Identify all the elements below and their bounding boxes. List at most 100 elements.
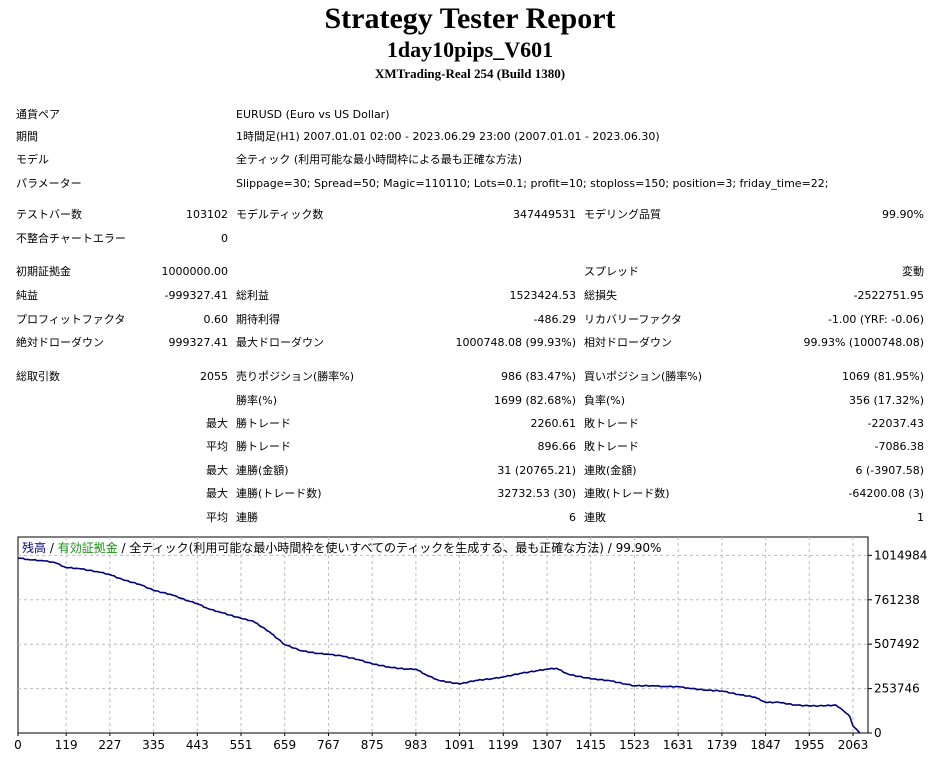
avg-consec-win-value: 6 — [569, 511, 576, 524]
balance-series-line — [17, 557, 861, 734]
short-value: 986 (83.47%) — [500, 370, 576, 383]
largest-prefix: 最大 — [206, 417, 228, 430]
gross-loss-value: -2522751.95 — [853, 289, 924, 302]
model-label: モデル — [16, 153, 49, 166]
rel-dd-label: 相対ドローダウン — [584, 336, 672, 349]
total-trades-value: 2055 — [200, 370, 228, 383]
legend-quality: 99.90% — [616, 541, 662, 555]
x-tick-label: 119 — [55, 738, 78, 752]
max-dd-label: 最大ドローダウン — [236, 336, 324, 349]
balance-chart: 0 253746 507492 761238 1014984 0 119 227 335 443… — [0, 535, 940, 761]
plot-area — [17, 536, 869, 734]
deposit-label: 初期証拠金 — [16, 265, 71, 278]
x-tick-label: 1307 — [532, 738, 563, 752]
consec-win-amt-label: 連勝(金額) — [236, 464, 289, 477]
x-tick-label: 1415 — [575, 738, 606, 752]
deposit-value: 1000000.00 — [161, 265, 228, 278]
x-axis-ticks: 0 119 227 335 443 551 659 767 875 983 1091 1199 1307… — [14, 733, 868, 752]
pair-label: 通貨ペア — [16, 108, 60, 121]
x-tick-label: 0 — [14, 738, 22, 752]
consec-loss-cnt-label: 連敗(トレード数) — [584, 487, 670, 500]
spread-label: スプレッド — [584, 265, 639, 278]
period-value: 1時間足(H1) 2007.01.01 02:00 - 2023.06.29 2… — [236, 130, 660, 143]
x-tick-label: 1847 — [750, 738, 781, 752]
x-tick-label: 2063 — [838, 738, 869, 752]
long-value: 1069 (81.95%) — [841, 370, 924, 383]
largest-loss-label: 敗トレード — [584, 417, 639, 430]
loss-label: 負率(%) — [584, 394, 626, 407]
legend-method: 全ティック(利用可能な最小時間枠を使いすべてのティックを生成する、最も正確な方法… — [129, 540, 604, 555]
legend-sep-2: / — [118, 541, 130, 555]
x-tick-label: 335 — [142, 738, 165, 752]
y-tick-label: 253746 — [874, 682, 920, 696]
avg-consec-win-label: 連勝 — [236, 511, 258, 524]
x-tick-label: 1955 — [794, 738, 825, 752]
avg-win-value: 896.66 — [537, 440, 577, 453]
net-label: 純益 — [16, 289, 38, 302]
legend-balance: 残高 — [22, 540, 46, 555]
params-value: Slippage=30; Spread=50; Magic=110110; Lo… — [236, 177, 829, 190]
net-value: -999327.41 — [164, 289, 228, 302]
legend-sep-1: / — [46, 541, 58, 555]
consec-win-amt-value: 31 (20765.21) — [497, 464, 576, 477]
gross-loss-label: 総損失 — [584, 289, 617, 302]
quality-label: モデリング品質 — [584, 208, 661, 221]
max-consec-cnt-prefix: 最大 — [206, 487, 228, 500]
largest-win-label: 勝トレード — [236, 417, 291, 430]
mismatch-label: 不整合チャートエラー — [16, 232, 126, 245]
recovery-value: -1.00 (YRF: -0.06) — [827, 313, 924, 326]
rel-dd-value: 99.93% (1000748.08) — [803, 336, 924, 349]
win-value: 1699 (82.68%) — [493, 394, 576, 407]
mismatch-value: 0 — [221, 232, 228, 245]
avg-loss-label: 敗トレード — [584, 440, 639, 453]
avg-consec-loss-label: 連敗 — [584, 511, 606, 524]
period-label: 期間 — [16, 130, 38, 143]
x-tick-label: 551 — [230, 738, 253, 752]
consec-win-cnt-value: 32732.53 (30) — [497, 487, 576, 500]
pf-label: プロフィットファクタ — [16, 313, 126, 326]
y-axis-ticks: 0 253746 507492 761238 1014984 — [868, 548, 927, 740]
gross-profit-value: 1523424.53 — [509, 289, 576, 302]
balance-chart-svg: 0 253746 507492 761238 1014984 0 119 227 335 443… — [14, 536, 927, 752]
model-value: 全ティック (利用可能な最小時間枠による最も正確な方法) — [236, 153, 523, 166]
legend-sep-3: / — [604, 541, 616, 555]
x-tick-label: 227 — [98, 738, 121, 752]
win-label: 勝率(%) — [236, 394, 278, 407]
total-trades-label: 総取引数 — [16, 370, 60, 383]
bars-value: 103102 — [186, 208, 228, 221]
expected-label: 期待利得 — [236, 313, 280, 326]
y-tick-label: 0 — [874, 726, 882, 740]
x-tick-label: 443 — [186, 738, 209, 752]
avg-consec-prefix: 平均 — [206, 511, 228, 524]
consec-win-cnt-label: 連勝(トレード数) — [236, 487, 322, 500]
recovery-label: リカバリーファクタ — [584, 313, 682, 326]
x-tick-label: 1523 — [619, 738, 650, 752]
avg-loss-value: -7086.38 — [874, 440, 924, 453]
x-tick-label: 875 — [361, 738, 384, 752]
params-label: パラメーター — [16, 177, 82, 190]
largest-loss-value: -22037.43 — [867, 417, 924, 430]
server-build: XMTrading-Real 254 (Build 1380) — [374, 66, 566, 81]
chart-legend: 残高 / 有効証拠金 / 全ティック(利用可能な最小時間枠を使いすべてのティック… — [22, 540, 661, 555]
report-title: Strategy Tester Report — [324, 2, 616, 35]
x-tick-label: 1091 — [444, 738, 475, 752]
y-tick-label: 507492 — [874, 637, 920, 651]
max-dd-value: 1000748.08 (99.93%) — [455, 336, 576, 349]
grid-lines — [18, 537, 868, 733]
consec-loss-cnt-value: -64200.08 (3) — [848, 487, 924, 500]
largest-win-value: 2260.61 — [530, 417, 577, 430]
x-tick-label: 1739 — [707, 738, 738, 752]
consec-loss-amt-value: 6 (-3907.58) — [855, 464, 924, 477]
consec-loss-amt-label: 連敗(金額) — [584, 464, 637, 477]
ticks-value: 347449531 — [513, 208, 576, 221]
avg-win-label: 勝トレード — [236, 440, 291, 453]
short-label: 売りポジション(勝率%) — [236, 370, 355, 383]
y-tick-label: 761238 — [874, 593, 920, 607]
pf-value: 0.60 — [203, 313, 229, 326]
x-tick-label: 1199 — [488, 738, 519, 752]
x-tick-label: 659 — [273, 738, 296, 752]
max-consec-amt-prefix: 最大 — [206, 464, 228, 477]
abs-dd-label: 絶対ドローダウン — [16, 336, 104, 349]
legend-equity: 有効証拠金 — [58, 540, 118, 555]
ea-name: 1day10pips_V601 — [386, 37, 554, 62]
